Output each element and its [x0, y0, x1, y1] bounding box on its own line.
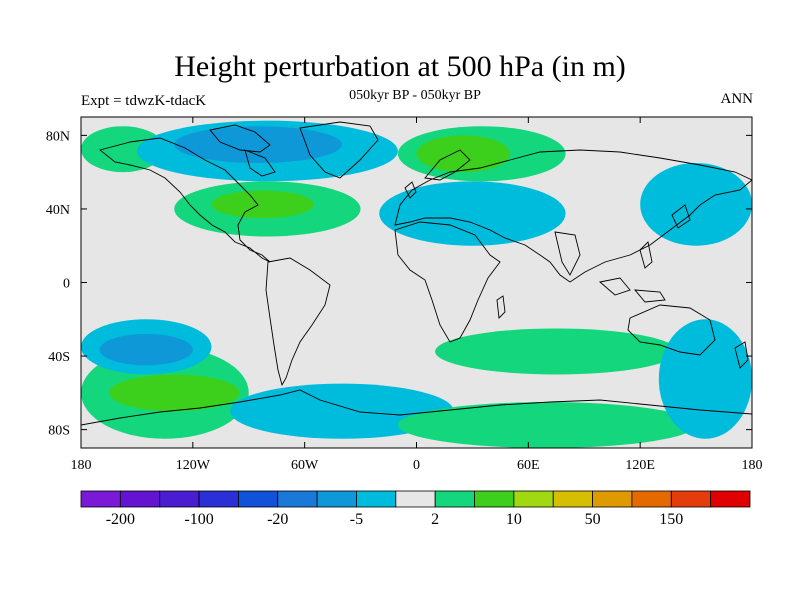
colorbar-label: 2 [431, 511, 439, 528]
colorbar-label: -200 [106, 511, 135, 528]
plot-title: Height perturbation at 500 hPa (in m) [174, 50, 626, 83]
coastlines [81, 121, 752, 426]
colorbar-swatch [159, 490, 200, 508]
contour-region-12 [99, 333, 193, 366]
colorbar-swatch [356, 490, 397, 508]
colorbar-swatch [513, 490, 554, 508]
colorbar-labels: -200 -100 -20 -5 2 10 50 150 [106, 511, 684, 528]
colorbar-swatch [119, 490, 161, 508]
contour-region-8 [640, 162, 752, 246]
y-tick-label: 40N [46, 203, 70, 218]
contour-region-16 [658, 319, 752, 439]
contour-region-2 [174, 126, 342, 163]
contour-region-13 [435, 328, 678, 375]
contour-region-4 [211, 190, 314, 219]
contour-region-10 [108, 374, 240, 412]
x-tick-label: 60E [517, 458, 540, 473]
colorbar-swatch [710, 490, 751, 508]
colorbar-swatch [670, 490, 712, 508]
x-tick-label: 180 [71, 458, 92, 473]
x-tick-label: 60W [291, 458, 319, 473]
y-axis: 80N 40N 0 40S 80S [46, 129, 752, 439]
colorbar-swatch [316, 490, 357, 508]
x-tick-label: 120W [176, 458, 211, 473]
contour-region-15 [397, 402, 697, 448]
colorbar-label: 50 [585, 511, 601, 528]
colorbar-swatch [80, 490, 121, 508]
contour-region-5 [379, 181, 566, 246]
colorbar-swatch [552, 490, 593, 508]
subtitle-center: 050kyr BP - 050kyr BP [349, 88, 481, 103]
colorbar-swatch [198, 490, 239, 508]
x-tick-label: 120E [625, 458, 655, 473]
colorbar-label: 10 [506, 511, 522, 528]
subtitle-right: ANN [720, 91, 754, 107]
colorbar-swatch [434, 490, 475, 508]
x-axis: 180 120W 60W 0 60E 120E 180 [71, 117, 763, 473]
colorbar-swatch [395, 490, 436, 508]
y-tick-label: 40S [48, 350, 70, 365]
colorbar-swatch [277, 490, 318, 508]
x-tick-label: 180 [742, 458, 763, 473]
contour-fills [81, 120, 752, 448]
colorbar-swatch [474, 490, 515, 508]
y-tick-label: 80N [46, 129, 70, 144]
colorbar-swatch [238, 490, 279, 508]
colorbar-swatch [592, 490, 633, 508]
colorbar-label: 150 [659, 511, 683, 528]
colorbar-label: -100 [184, 511, 213, 528]
colorbar-label: -5 [350, 511, 363, 528]
y-tick-label: 80S [48, 424, 70, 439]
colorbar-swatch [631, 490, 672, 508]
colorbar [80, 490, 751, 508]
contour-region-7 [416, 135, 510, 173]
y-tick-label: 0 [63, 277, 70, 292]
subtitle-left: Expt = tdwzK-tdacK [81, 93, 207, 109]
x-tick-label: 0 [413, 458, 420, 473]
colorbar-label: -20 [267, 511, 288, 528]
